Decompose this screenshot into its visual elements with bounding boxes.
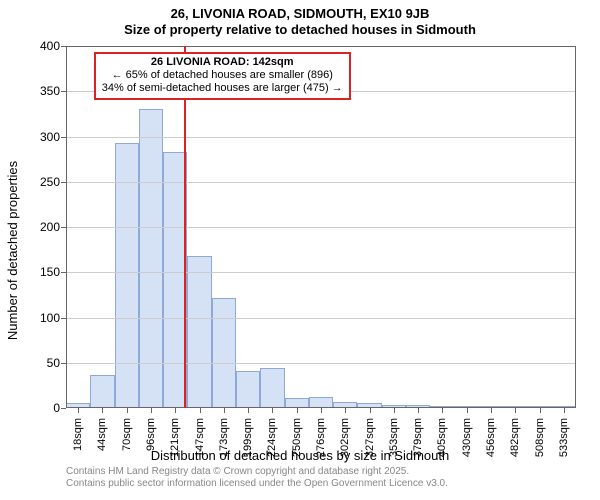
chart-container: 26, LIVONIA ROAD, SIDMOUTH, EX10 9JB Siz… — [0, 0, 600, 500]
x-axis-title: Distribution of detached houses by size … — [0, 448, 600, 463]
x-tick — [272, 408, 273, 413]
annotation-box: 26 LIVONIA ROAD: 142sqm← 65% of detached… — [94, 52, 351, 100]
y-tick — [61, 227, 66, 228]
x-tick — [175, 408, 176, 413]
x-tick — [467, 408, 468, 413]
x-tick — [491, 408, 492, 413]
x-tick — [515, 408, 516, 413]
x-tick — [418, 408, 419, 413]
footer-line2: Contains public sector information licen… — [66, 478, 448, 490]
chart-title-address: 26, LIVONIA ROAD, SIDMOUTH, EX10 9JB — [0, 6, 600, 21]
x-tick — [564, 408, 565, 413]
y-tick-label: 50 — [20, 356, 60, 370]
y-tick-label: 100 — [20, 311, 60, 325]
y-tick-label: 350 — [20, 84, 60, 98]
y-tick — [61, 408, 66, 409]
x-tick — [321, 408, 322, 413]
footer-line1: Contains HM Land Registry data © Crown c… — [66, 466, 448, 478]
y-tick — [61, 91, 66, 92]
y-axis-title: Number of detached properties — [3, 0, 23, 500]
x-tick — [442, 408, 443, 413]
x-tick — [540, 408, 541, 413]
marker-line — [184, 46, 186, 408]
x-tick — [78, 408, 79, 413]
y-tick — [61, 137, 66, 138]
x-tick — [224, 408, 225, 413]
y-tick — [61, 318, 66, 319]
y-tick-label: 250 — [20, 175, 60, 189]
x-tick — [200, 408, 201, 413]
plot-area: 26 LIVONIA ROAD: 142sqm← 65% of detached… — [66, 46, 576, 408]
y-tick — [61, 182, 66, 183]
x-tick — [127, 408, 128, 413]
x-tick — [102, 408, 103, 413]
y-tick-label: 0 — [20, 401, 60, 415]
x-tick — [345, 408, 346, 413]
y-tick-label: 300 — [20, 130, 60, 144]
y-tick — [61, 272, 66, 273]
x-tick — [370, 408, 371, 413]
plot-border — [66, 46, 576, 408]
y-tick-label: 150 — [20, 265, 60, 279]
x-tick — [151, 408, 152, 413]
chart-title-description: Size of property relative to detached ho… — [0, 22, 600, 37]
x-tick — [297, 408, 298, 413]
y-tick — [61, 363, 66, 364]
annotation-line2: ← 65% of detached houses are smaller (89… — [102, 69, 343, 82]
y-tick-label: 200 — [20, 220, 60, 234]
x-tick — [248, 408, 249, 413]
annotation-line1: 26 LIVONIA ROAD: 142sqm — [102, 56, 343, 69]
y-tick-label: 400 — [20, 39, 60, 53]
footer-attribution: Contains HM Land Registry data © Crown c… — [66, 466, 448, 490]
annotation-line3: 34% of semi-detached houses are larger (… — [102, 82, 343, 95]
x-tick — [394, 408, 395, 413]
y-tick — [61, 46, 66, 47]
